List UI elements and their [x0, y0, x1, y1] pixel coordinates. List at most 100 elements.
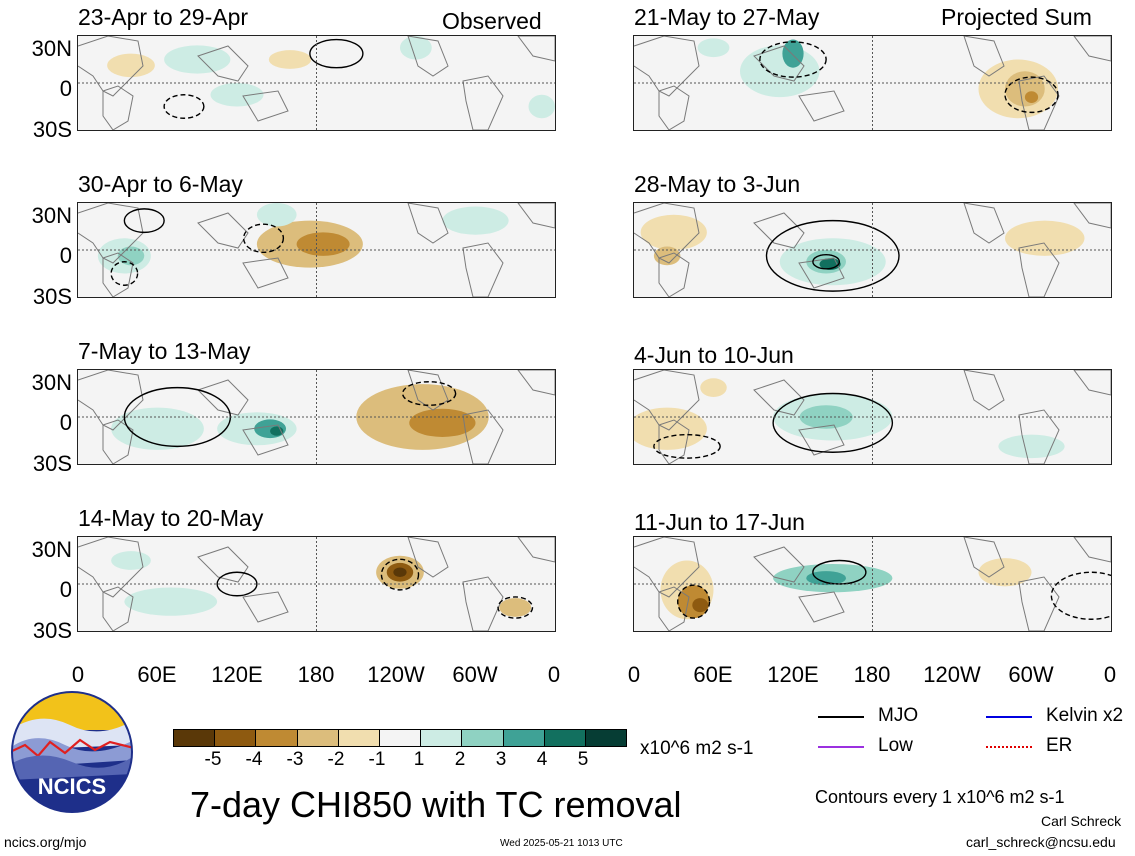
panel-title-l0: 23-Apr to 29-Apr — [78, 4, 249, 30]
coastline — [197, 379, 249, 416]
lon-label: 180 — [853, 662, 891, 687]
colorbar-label: -5 — [204, 749, 222, 770]
anomaly-shading — [124, 587, 218, 616]
low-legend-label: Low — [878, 735, 913, 756]
low-legend-line — [818, 746, 864, 748]
mjo-contour — [772, 392, 894, 453]
coastline — [753, 45, 805, 82]
coastline — [1018, 242, 1060, 297]
mjo-contour — [309, 38, 364, 69]
coastline — [753, 546, 805, 583]
coastline — [963, 36, 1005, 77]
mjo-contour — [765, 219, 900, 292]
colorbar-swatch — [174, 730, 215, 746]
anomaly-shading — [700, 378, 727, 398]
colorbar-swatch — [584, 730, 627, 746]
colorbar-swatch — [296, 730, 338, 746]
map-shading — [634, 370, 1111, 464]
coastline — [78, 537, 144, 598]
coastline — [517, 537, 555, 563]
er-legend-line — [986, 746, 1032, 748]
anomaly-shading — [256, 203, 297, 227]
logo-graphic: NCICS — [11, 691, 133, 813]
anomaly-shading — [296, 232, 350, 256]
lon-label: 0 — [71, 662, 85, 687]
coastline — [1018, 75, 1060, 130]
lon-label: 180 — [297, 662, 335, 687]
anomaly-shading — [998, 434, 1065, 459]
coastline — [102, 419, 134, 464]
lat-label: 0 — [59, 76, 72, 101]
anomaly-shading — [499, 598, 532, 617]
coastline — [462, 75, 504, 130]
mjo-contour — [497, 596, 534, 619]
coastline — [1073, 537, 1111, 563]
anomaly-shading — [210, 83, 264, 107]
coastline — [242, 257, 289, 289]
coastline — [197, 45, 249, 82]
coastline — [1018, 409, 1060, 464]
mjo-contour — [812, 254, 841, 270]
colorbar-swatch — [337, 730, 379, 746]
lat-label: 30S — [32, 284, 72, 309]
anomaly-shading — [399, 36, 432, 60]
colorbar-swatch — [420, 730, 462, 746]
lat-label: 30S — [32, 117, 72, 142]
coastline — [462, 576, 504, 631]
anomaly-shading — [442, 206, 509, 235]
panel-title-l2: 7-May to 13-May — [78, 338, 251, 364]
coastline — [658, 586, 690, 631]
colorbar-label: 2 — [454, 749, 466, 770]
coastline — [407, 36, 449, 77]
footer-email[interactable]: carl_schreck@ncsu.edu — [966, 834, 1116, 850]
coastline — [102, 252, 134, 297]
lat-label: 30S — [32, 451, 72, 476]
map-panel-obs-1 — [77, 35, 556, 131]
lon-label: 0 — [547, 662, 561, 687]
coastline — [658, 85, 690, 130]
colorbar-units: x10^6 m2 s-1 — [640, 738, 754, 759]
footer-timestamp: Wed 2025-05-21 1013 UTC — [500, 838, 623, 849]
lon-label: 60W — [452, 662, 498, 687]
mjo-contour — [110, 261, 139, 286]
colorbar-label: 4 — [536, 749, 548, 770]
mjo-contour — [1050, 571, 1111, 620]
observed-tag: Observed — [442, 8, 542, 34]
ncics-logo: NCICS — [10, 690, 134, 814]
coastline — [242, 90, 289, 122]
coastline — [517, 203, 555, 229]
lat-label: 30N — [31, 203, 72, 228]
colorbar-label: 5 — [577, 749, 589, 770]
coastline — [658, 419, 690, 464]
coastline — [798, 591, 845, 623]
mjo-contour — [1004, 76, 1059, 114]
coastline — [78, 203, 144, 264]
mjo-contour — [759, 41, 827, 78]
footer-url[interactable]: ncics.org/mjo — [4, 834, 87, 850]
map-shading — [634, 203, 1111, 297]
lon-label: 120W — [367, 662, 425, 687]
colorbar-swatch — [461, 730, 503, 746]
lon-label: 0 — [1103, 662, 1117, 687]
anomaly-shading — [107, 53, 155, 78]
anomaly-shading — [806, 571, 846, 586]
coastline — [102, 586, 134, 631]
map-panel-proj-2 — [633, 202, 1112, 298]
lon-label: 60E — [137, 662, 177, 687]
lon-label: 120E — [767, 662, 819, 687]
coastline — [102, 85, 134, 130]
coastline — [798, 90, 845, 122]
mjo-contour — [401, 381, 457, 406]
kelvin-legend-label: Kelvin x2 — [1046, 705, 1124, 726]
anomaly-shading — [653, 246, 681, 266]
coastline — [197, 212, 249, 249]
lon-label: 120E — [211, 662, 263, 687]
coastline — [517, 370, 555, 396]
coastline — [407, 537, 449, 578]
coastline — [634, 370, 700, 431]
lat-label: 0 — [59, 410, 72, 435]
coastline — [753, 379, 805, 416]
projected-tag: Projected Sum — [941, 4, 1092, 30]
map-shading — [78, 203, 555, 297]
colorbar-label: -2 — [327, 749, 345, 770]
